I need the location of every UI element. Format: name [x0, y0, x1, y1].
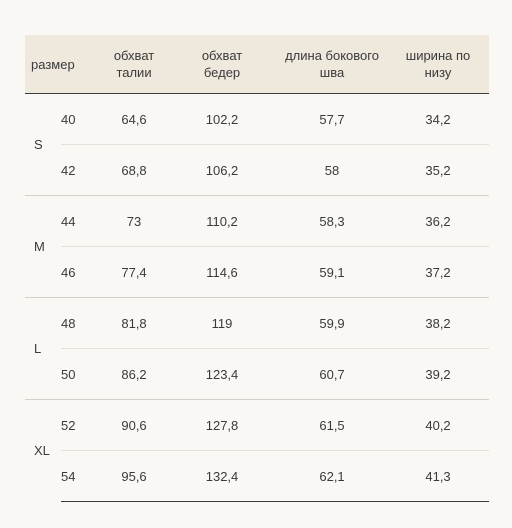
size-number: 42 — [61, 144, 102, 196]
cell-waist: 86,2 — [101, 348, 168, 400]
header-waist-line2: талии — [116, 65, 152, 80]
cell-bottom-width: 37,2 — [387, 246, 490, 298]
table-row: 54 95,6 132,4 62,1 41,3 — [25, 450, 490, 502]
table-body: S 40 64,6 102,2 57,7 34,2 42 68,8 106,2 58 35,2 M 44… — [25, 94, 490, 502]
table-row: 42 68,8 106,2 58 35,2 — [25, 144, 490, 196]
cell-hips: 119 — [167, 297, 278, 349]
size-number: 46 — [61, 246, 102, 298]
cell-side-length: 59,1 — [277, 246, 388, 298]
cell-hips: 132,4 — [167, 450, 278, 502]
table-row: XL 52 90,6 127,8 61,5 40,2 — [25, 399, 490, 502]
header-bottom-width-line1: ширина по — [405, 48, 471, 63]
cell-bottom-width: 35,2 — [387, 144, 490, 196]
size-letter: XL — [25, 399, 61, 502]
table-row: S 40 64,6 102,2 57,7 34,2 — [25, 94, 489, 153]
size-chart: размер обхват талии обхват бедер длина б… — [25, 35, 490, 502]
cell-side-length: 57,7 — [319, 111, 345, 127]
cell-side-length: 60,7 — [277, 348, 388, 400]
cell-side-length: 62,1 — [277, 450, 388, 502]
cell-waist: 73 — [101, 195, 168, 247]
cell-hips: 127,8 — [167, 399, 278, 451]
size-letter: L — [25, 297, 61, 400]
cell-side-length: 61,5 — [277, 399, 388, 451]
size-table: размер обхват талии обхват бедер длина б… — [25, 35, 490, 502]
cell-waist: 81,8 — [101, 297, 168, 349]
header-waist-line1: обхват — [113, 48, 155, 63]
cell-waist: 95,6 — [101, 450, 168, 502]
size-letter: S — [34, 137, 43, 152]
cell-waist: 64,6 — [121, 111, 147, 127]
cell-hips: 114,6 — [167, 246, 278, 298]
cell-side-length: 58,3 — [277, 195, 388, 247]
cell-waist: 68,8 — [101, 144, 168, 196]
header-hips-line1: обхват — [201, 48, 243, 63]
table-row: 46 77,4 114,6 59,1 37,2 — [25, 246, 490, 298]
header-side-length: длина бокового шва — [277, 35, 388, 94]
size-letter: M — [25, 195, 61, 298]
header-bottom-width: ширина по низу — [387, 35, 490, 94]
cell-hips: 102,2 — [205, 111, 239, 127]
size-number: 50 — [61, 348, 102, 400]
cell-bottom-width: 38,2 — [387, 297, 490, 349]
header-waist: обхват талии — [101, 35, 168, 94]
header-size: размер — [25, 35, 102, 94]
cell-hips: 106,2 — [167, 144, 278, 196]
size-number: 52 — [61, 399, 102, 451]
cell-bottom-width: 34,2 — [425, 111, 451, 127]
cell-bottom-width: 41,3 — [387, 450, 490, 502]
cell-bottom-width: 39,2 — [387, 348, 490, 400]
header-side-length-line1: длина бокового — [285, 48, 379, 63]
cell-side-length: 58 — [277, 144, 388, 196]
table-row: L 48 81,8 119 59,9 38,2 — [25, 297, 490, 400]
header-side-length-line2: шва — [319, 65, 345, 80]
header-hips: обхват бедер — [167, 35, 278, 94]
header-hips-line2: бедер — [203, 65, 241, 80]
table-row: M 44 73 110,2 58,3 36,2 — [25, 195, 490, 298]
header-row: размер обхват талии обхват бедер длина б… — [25, 35, 490, 94]
size-number: 44 — [61, 195, 102, 247]
cell-hips: 110,2 — [167, 195, 278, 247]
cell-waist: 90,6 — [101, 399, 168, 451]
header-bottom-width-line2: низу — [424, 65, 452, 80]
cell-side-length: 59,9 — [277, 297, 388, 349]
size-number: 48 — [61, 297, 102, 349]
cell-hips: 123,4 — [167, 348, 278, 400]
cell-waist: 77,4 — [101, 246, 168, 298]
cell-bottom-width: 36,2 — [387, 195, 490, 247]
size-number: 40 — [61, 111, 76, 127]
cell-bottom-width: 40,2 — [387, 399, 490, 451]
table-row: 50 86,2 123,4 60,7 39,2 — [25, 348, 490, 400]
size-number: 54 — [61, 450, 102, 502]
